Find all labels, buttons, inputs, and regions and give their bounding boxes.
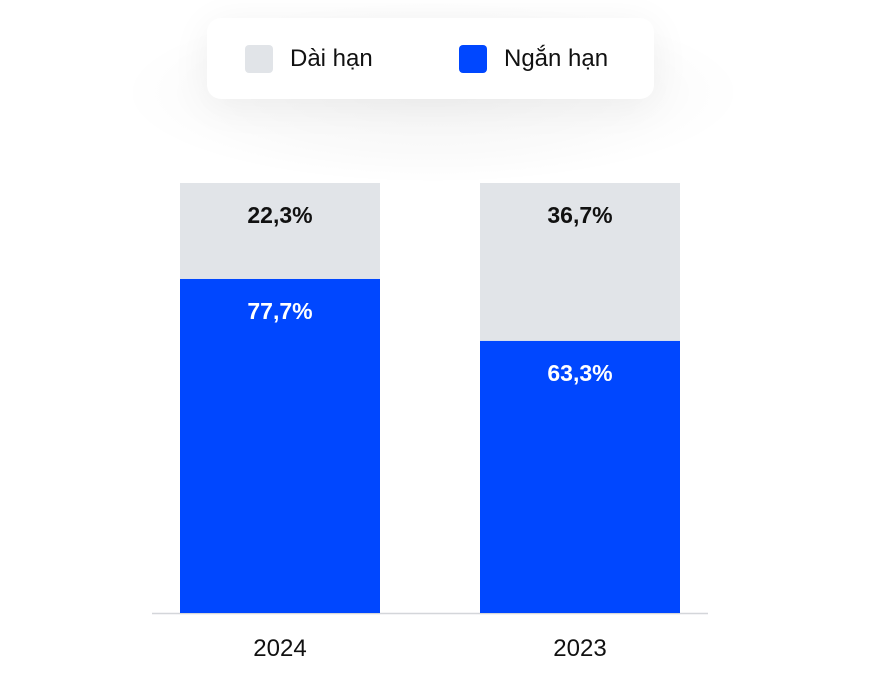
- legend-swatch-dai-han: [245, 44, 273, 73]
- legend-swatch-ngan-han: [459, 44, 487, 73]
- legend-item-dai-han: Dài hạn: [245, 18, 373, 99]
- bar-2023-dai-han: [480, 183, 680, 341]
- x-tick-label-2024: 2024: [253, 635, 306, 662]
- chart-legend: Dài hạn Ngắn hạn: [207, 18, 654, 99]
- bar-2024-dai-han: [180, 183, 380, 279]
- data-label-2023-dai-han: 36,7%: [547, 202, 612, 228]
- x-tick-label-2023: 2023: [553, 635, 606, 662]
- bar-2023-ngan-han: [480, 340, 680, 613]
- legend-item-ngan-han: Ngắn hạn: [459, 18, 608, 99]
- data-label-2024-ngan-han: 77,7%: [247, 298, 312, 324]
- bar-2024-ngan-han: [180, 278, 380, 613]
- legend-label-ngan-han: Ngắn hạn: [504, 44, 609, 72]
- data-label-2024-dai-han: 22,3%: [247, 202, 312, 228]
- data-label-2023-ngan-han: 63,3%: [547, 360, 612, 386]
- legend-label-dai-han: Dài hạn: [290, 44, 373, 72]
